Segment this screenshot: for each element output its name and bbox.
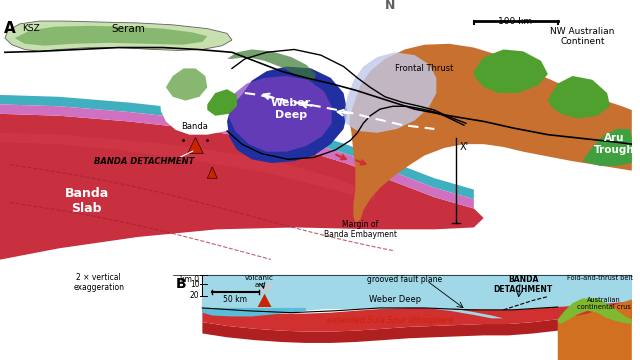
Text: A: A bbox=[4, 21, 16, 36]
Text: B: B bbox=[175, 277, 186, 291]
Text: Banda
Slab: Banda Slab bbox=[65, 187, 109, 215]
Text: km 0: km 0 bbox=[180, 275, 200, 284]
Polygon shape bbox=[349, 44, 632, 223]
Text: 20: 20 bbox=[190, 291, 200, 300]
Polygon shape bbox=[548, 76, 610, 118]
Polygon shape bbox=[558, 300, 632, 360]
Polygon shape bbox=[0, 133, 375, 201]
Text: grooved fault plane: grooved fault plane bbox=[367, 275, 442, 284]
Text: Banda: Banda bbox=[181, 122, 208, 131]
Text: Seram: Seram bbox=[111, 24, 145, 34]
Polygon shape bbox=[0, 104, 632, 275]
Polygon shape bbox=[582, 129, 632, 166]
Polygon shape bbox=[0, 19, 632, 104]
Text: Margin of
Banda Embayment: Margin of Banda Embayment bbox=[324, 220, 397, 239]
Text: Weber Deep: Weber Deep bbox=[369, 295, 421, 304]
Bar bbox=[202, 275, 632, 308]
Bar bbox=[0, 275, 632, 360]
Text: 100 km: 100 km bbox=[499, 17, 532, 26]
Polygon shape bbox=[202, 310, 632, 343]
Polygon shape bbox=[207, 167, 217, 178]
Text: Fold-and-thrust belt: Fold-and-thrust belt bbox=[567, 275, 633, 281]
Polygon shape bbox=[0, 104, 474, 208]
Polygon shape bbox=[5, 21, 232, 51]
Text: Weber
Deep: Weber Deep bbox=[271, 98, 311, 120]
Text: 10: 10 bbox=[190, 280, 200, 289]
Polygon shape bbox=[166, 68, 207, 100]
Polygon shape bbox=[188, 138, 204, 154]
Polygon shape bbox=[0, 95, 474, 199]
Text: NW Australian
Continent: NW Australian Continent bbox=[550, 27, 614, 46]
Polygon shape bbox=[15, 26, 207, 46]
Polygon shape bbox=[207, 89, 237, 116]
Polygon shape bbox=[306, 303, 504, 318]
Text: 50 km: 50 km bbox=[223, 295, 247, 304]
Text: Aru
Trough: Aru Trough bbox=[594, 133, 634, 155]
Polygon shape bbox=[474, 49, 548, 93]
Polygon shape bbox=[227, 67, 348, 163]
Text: 2 × vertical
exaggeration: 2 × vertical exaggeration bbox=[73, 273, 124, 292]
Text: BANDA
DETACHMENT: BANDA DETACHMENT bbox=[493, 275, 553, 294]
Text: volcanic
arc: volcanic arc bbox=[245, 275, 274, 288]
Text: Australian
continental crus: Australian continental crus bbox=[577, 297, 631, 310]
Polygon shape bbox=[202, 308, 306, 316]
Polygon shape bbox=[160, 46, 269, 135]
Text: KSZ: KSZ bbox=[22, 24, 40, 33]
Polygon shape bbox=[0, 114, 484, 275]
Text: N: N bbox=[385, 0, 395, 12]
Text: BANDA DETACHMENT: BANDA DETACHMENT bbox=[94, 157, 194, 166]
Polygon shape bbox=[258, 294, 271, 307]
Polygon shape bbox=[558, 298, 632, 324]
Text: Frontal Thrust: Frontal Thrust bbox=[396, 64, 454, 73]
Polygon shape bbox=[344, 52, 436, 133]
Polygon shape bbox=[229, 76, 332, 152]
Text: extended Sula Spur lithosphere: extended Sula Spur lithosphere bbox=[327, 316, 453, 325]
Polygon shape bbox=[202, 301, 632, 332]
Text: X': X' bbox=[460, 142, 469, 152]
Polygon shape bbox=[227, 49, 316, 81]
